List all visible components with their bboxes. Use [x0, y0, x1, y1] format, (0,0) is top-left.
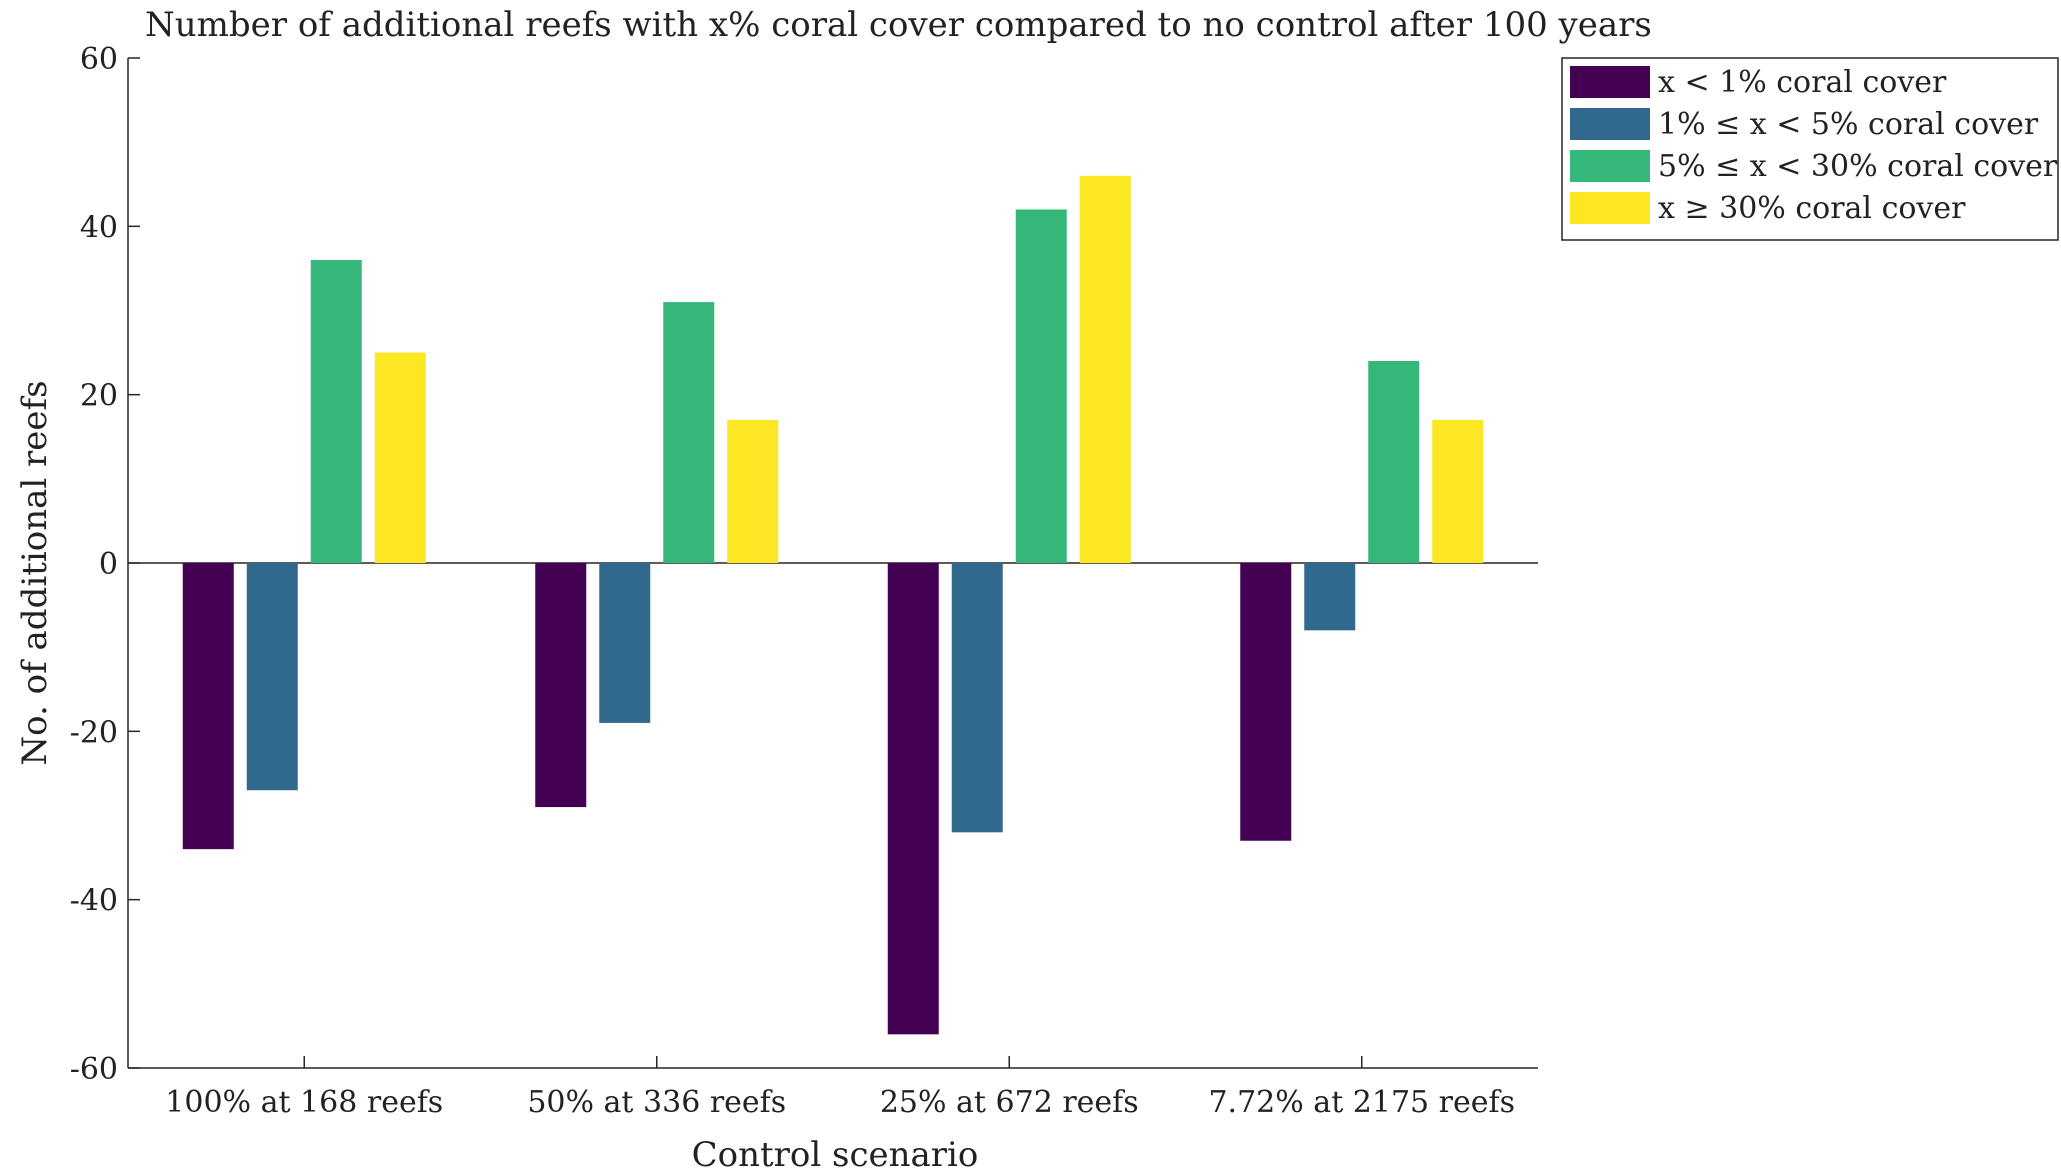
y-tick-label: 20: [80, 379, 118, 414]
bar: [1240, 563, 1292, 841]
bar: [599, 563, 651, 723]
legend-label: 1% ≤ x < 5% coral cover: [1658, 107, 2039, 142]
x-tick-label: 50% at 336 reefs: [527, 1085, 786, 1120]
chart-title: Number of additional reefs with x% coral…: [145, 5, 1652, 45]
x-tick-label: 25% at 672 reefs: [880, 1085, 1139, 1120]
bar: [1304, 563, 1356, 631]
legend-swatch: [1570, 150, 1650, 182]
x-axis-label: Control scenario: [692, 1135, 979, 1174]
y-tick-label: -60: [70, 1052, 118, 1087]
bar: [1432, 419, 1484, 563]
y-axis-label: No. of additional reefs: [15, 380, 55, 765]
bar: [310, 260, 362, 563]
bar: [1015, 209, 1067, 563]
y-tick-label: 60: [80, 42, 118, 77]
y-tick-label: -20: [70, 715, 118, 750]
y-tick-label: 40: [80, 210, 118, 245]
legend-label: x ≥ 30% coral cover: [1658, 191, 1966, 226]
y-tick-label: 0: [99, 547, 118, 582]
plot-area: -60 -40 -20 0 20 40 60 100% at 168 reefs 50% at …: [70, 42, 1538, 1120]
legend-swatch: [1570, 66, 1650, 98]
legend-label: 5% ≤ x < 30% coral cover: [1658, 149, 2058, 184]
legend-swatch: [1570, 108, 1650, 140]
y-tick-label: -40: [70, 884, 118, 919]
bar: [887, 563, 939, 1035]
bar: [535, 563, 587, 808]
legend: x < 1% coral cover 1% ≤ x < 5% coral cove…: [1561, 57, 2059, 241]
bar: [1079, 175, 1131, 564]
bar: [246, 563, 298, 791]
bar: [182, 563, 234, 850]
bar: [374, 352, 426, 563]
legend-swatch: [1570, 192, 1650, 224]
legend-label: x < 1% coral cover: [1658, 65, 1947, 100]
x-tick-label: 7.72% at 2175 reefs: [1208, 1085, 1515, 1120]
bar: [951, 563, 1003, 833]
bar: [727, 419, 779, 563]
bar: [1368, 361, 1420, 563]
x-tick-label: 100% at 168 reefs: [165, 1085, 443, 1120]
bar: [663, 302, 715, 563]
